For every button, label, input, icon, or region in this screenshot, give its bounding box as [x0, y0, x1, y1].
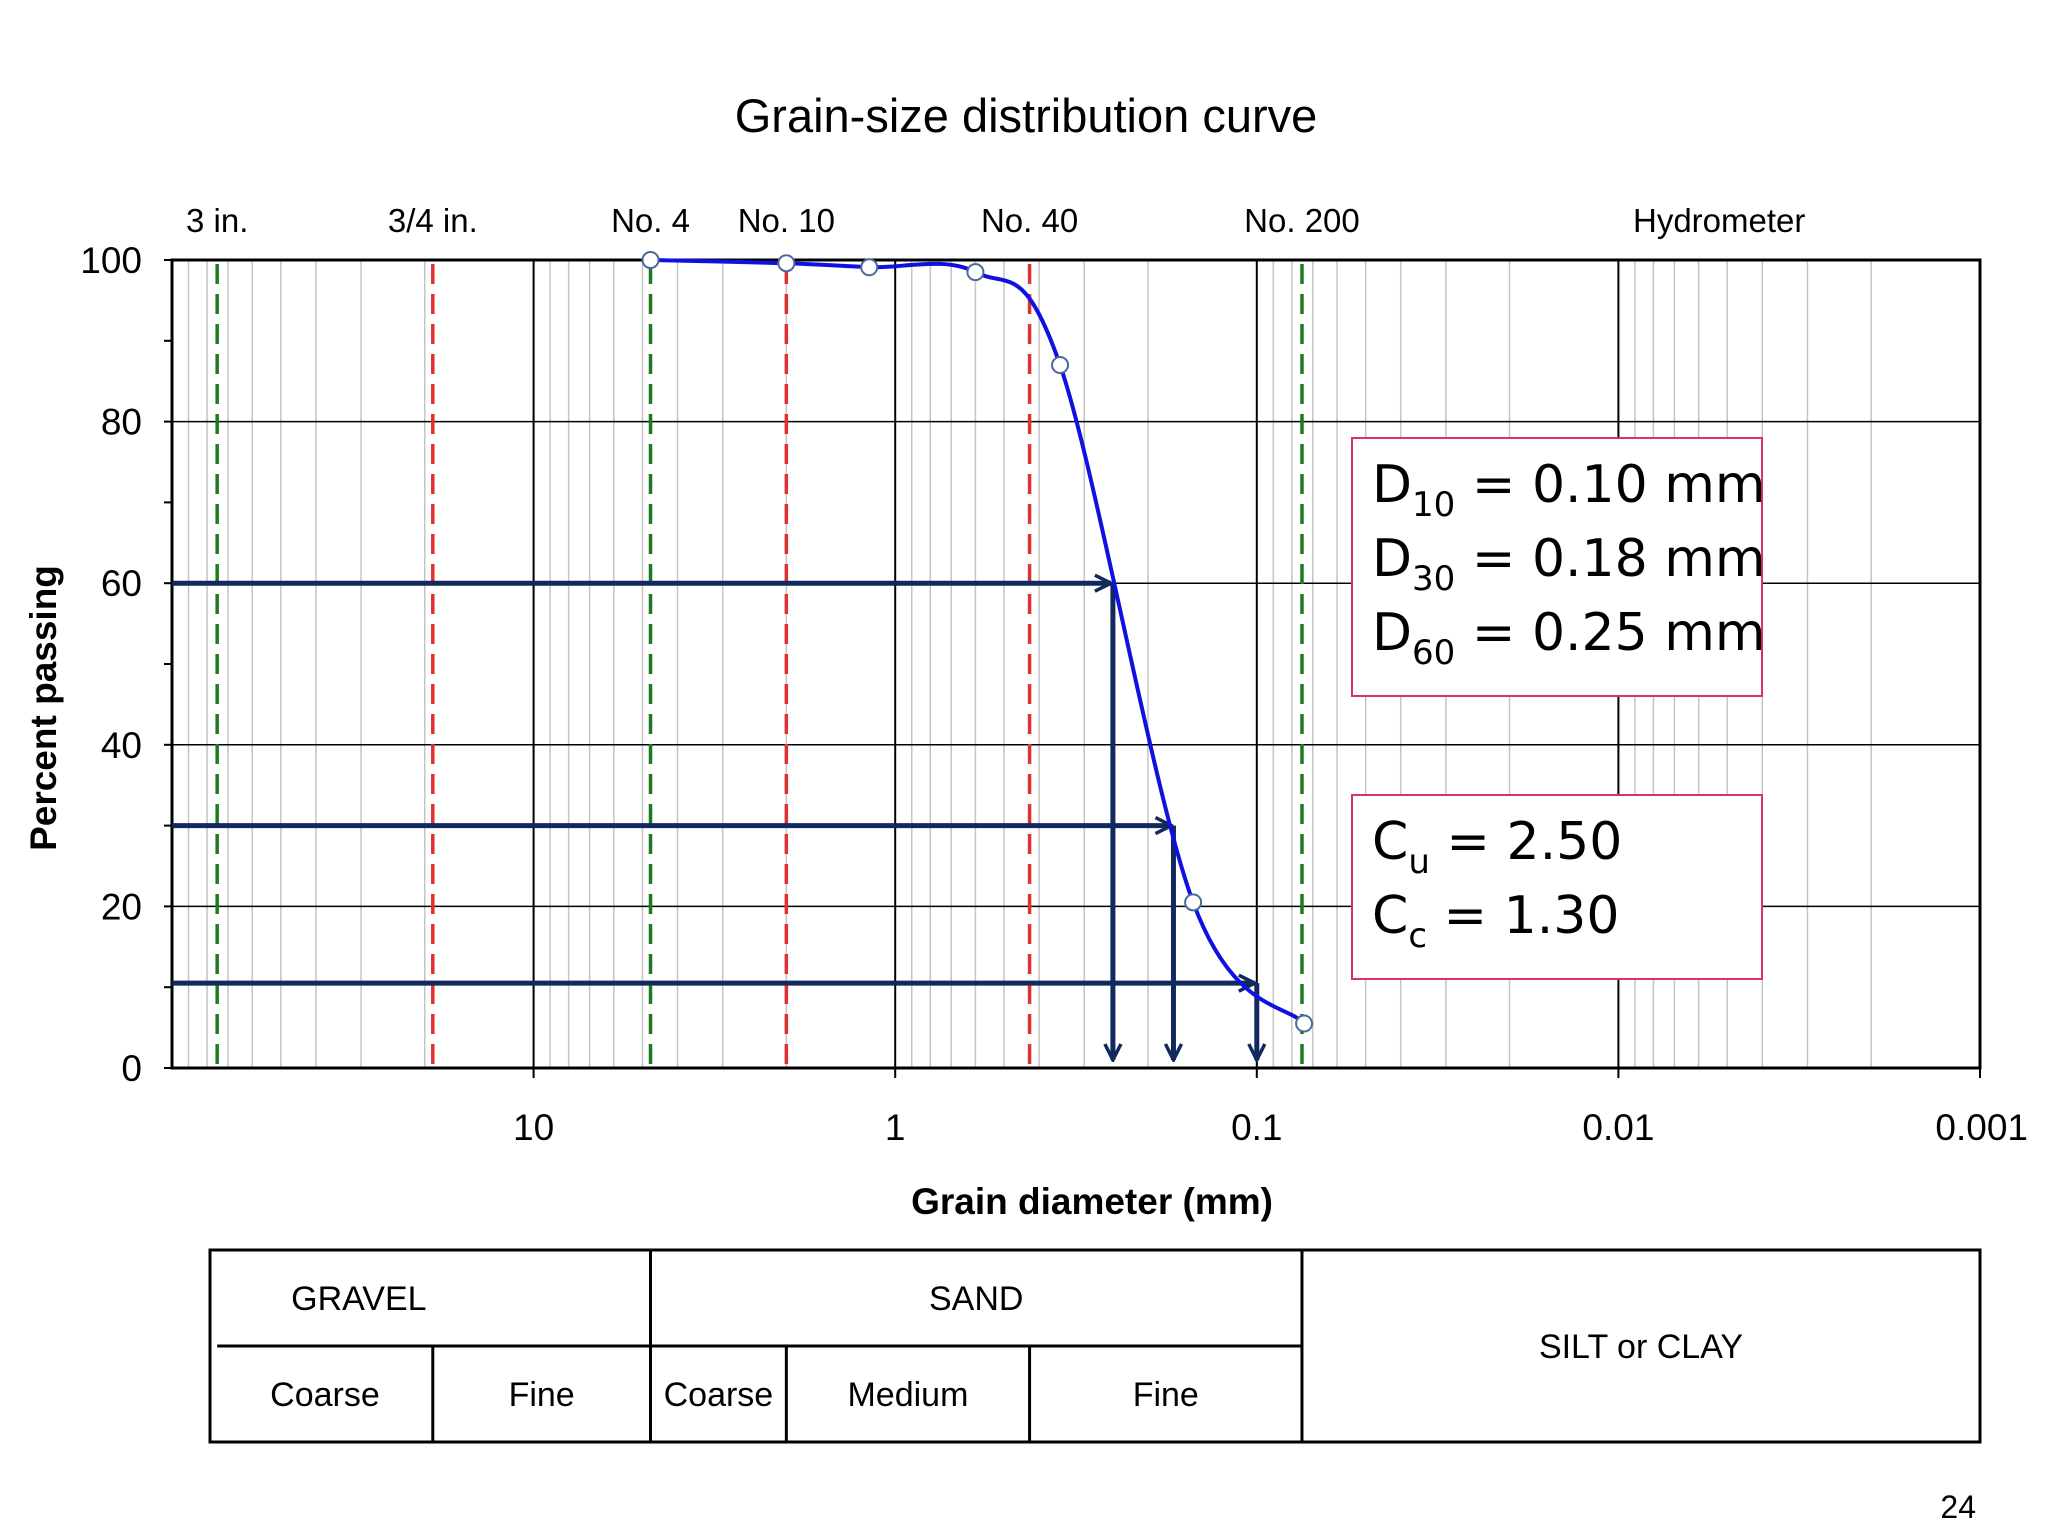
table-group-label: SILT or CLAY [1539, 1328, 1743, 1366]
d-values-box-line: D30 = 0.18 mm [1372, 529, 1766, 599]
x-tick-label: 0.001 [1935, 1107, 2028, 1148]
table-sub-label: Coarse [270, 1376, 380, 1414]
sieve-label: No. 200 [1244, 202, 1360, 239]
data-point [966, 263, 985, 282]
sieve-label: 3/4 in. [388, 202, 478, 239]
y-axis-title: Percent passing [23, 565, 64, 851]
sieve-label: No. 4 [611, 202, 690, 239]
sieve-label: No. 40 [981, 202, 1078, 239]
data-point [777, 254, 796, 273]
y-tick-label: 20 [101, 886, 142, 927]
data-point [860, 258, 879, 277]
y-tick-label: 40 [101, 725, 142, 766]
x-tick-label: 0.01 [1582, 1107, 1654, 1148]
sieve-label: 3 in. [186, 202, 248, 239]
table-sub-label: Fine [509, 1376, 575, 1414]
y-tick-label: 100 [80, 240, 142, 281]
table-sub-label: Coarse [664, 1376, 774, 1414]
table-frame [208, 1248, 1982, 1444]
axes-layer: 0 20 40 60 80 100 10 1 0.1 0.01 0.001 [80, 240, 2028, 1148]
d-value-arrows-layer [172, 583, 1257, 1060]
coefficients-box-line: Cc = 1.30 [1372, 886, 1619, 956]
coefficients-box-border [1351, 794, 1763, 980]
data-point [1051, 356, 1070, 375]
x-tick-label: 0.1 [1231, 1107, 1282, 1148]
coefficients-box-line: Cu = 2.50 [1372, 812, 1622, 882]
hydrometer-label: Hydrometer [1633, 202, 1805, 239]
data-point [1295, 1014, 1314, 1033]
table-group-label: GRAVEL [291, 1280, 426, 1318]
table-group-label: SAND [929, 1280, 1023, 1318]
table-sub-label: Medium [847, 1376, 968, 1414]
y-tick-label: 60 [101, 563, 142, 604]
y-tick-label: 0 [121, 1048, 142, 1089]
x-tick-label: 10 [513, 1107, 554, 1148]
data-point [1184, 893, 1203, 912]
y-tick-label: 80 [101, 402, 142, 443]
curve-layer [641, 251, 1314, 1033]
d-values-box-border [1351, 437, 1763, 697]
x-axis-title: Grain diameter (mm) [911, 1181, 1273, 1222]
sieve-lines-layer: 3 in. 3/4 in. No. 4 No. 10 No. 40 No. 200 Hydr… [186, 202, 1805, 1068]
d-values-box-line: D60 = 0.25 mm [1372, 603, 1766, 673]
classification-table: GRAVEL Coarse Fine SAND Coarse Medium Fine SILT… [208, 1248, 1982, 1444]
d-values-box-line: D10 = 0.10 mm [1372, 455, 1766, 525]
table-sub-label: Fine [1133, 1376, 1199, 1414]
sieve-label: No. 10 [738, 202, 835, 239]
data-point [641, 251, 660, 269]
page-number: 24 [1940, 1489, 1976, 1525]
x-tick-label: 1 [885, 1107, 906, 1148]
gradation-curve [650, 258, 1306, 1025]
chart-title: Grain-size distribution curve [735, 89, 1318, 142]
